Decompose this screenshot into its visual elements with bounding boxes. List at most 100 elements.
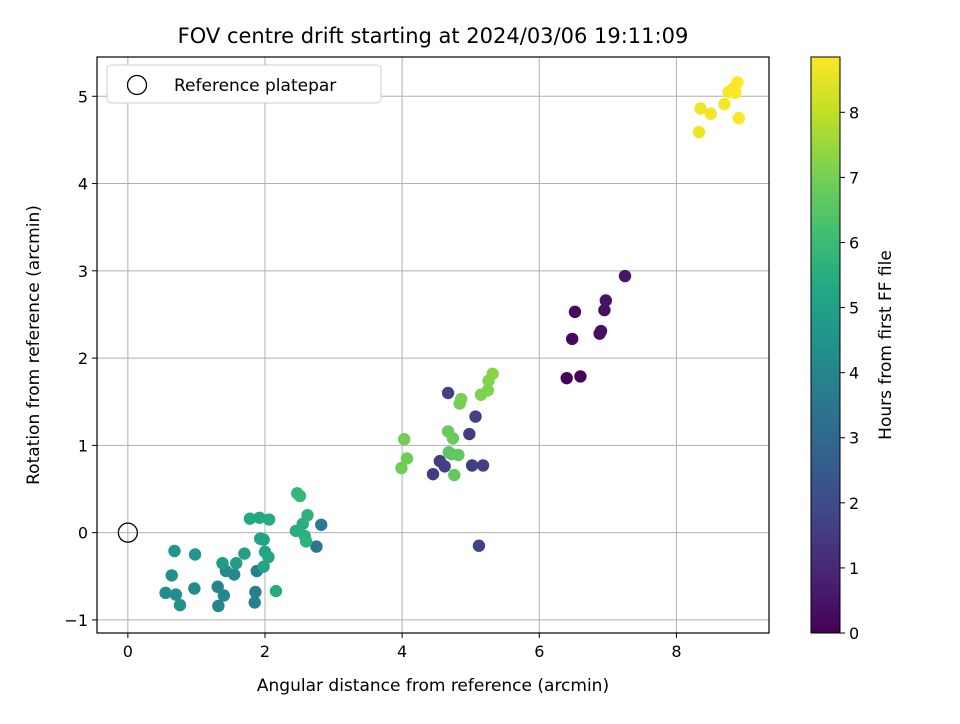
data-point: [486, 367, 499, 380]
colorbar-tick-label: 7: [849, 168, 859, 187]
y-tick-label: 4: [78, 175, 88, 194]
data-point: [188, 582, 201, 595]
y-tick-label: 3: [78, 262, 88, 281]
data-point: [452, 448, 465, 462]
data-point: [315, 518, 328, 531]
data-points: [117, 76, 746, 613]
data-point: [732, 111, 746, 125]
data-point: [454, 392, 468, 406]
data-point: [211, 580, 224, 593]
data-point: [594, 324, 608, 338]
legend-label: Reference platepar: [174, 76, 336, 96]
data-point: [718, 97, 731, 111]
data-point: [249, 585, 262, 599]
data-point: [692, 125, 706, 139]
colorbar: 0 1 2 3 4 5 6 7 8 Hours from first FF file: [810, 56, 896, 643]
colorbar-tick-label: 4: [849, 364, 859, 383]
data-point: [293, 489, 307, 503]
x-tick-label: 0: [123, 642, 133, 661]
data-point: [217, 589, 231, 602]
data-point: [248, 596, 261, 609]
colorbar-tick-label: 2: [849, 494, 859, 513]
y-tick-label: 5: [78, 87, 88, 106]
data-point: [566, 332, 579, 346]
data-point: [257, 533, 270, 546]
colorbar-tick-label: 8: [849, 103, 859, 122]
data-point: [165, 569, 178, 582]
colorbar-tick-label: 0: [849, 624, 859, 643]
data-point: [704, 107, 717, 120]
legend-box: [106, 64, 382, 104]
colorbar-ticks: 0 1 2 3 4 5 6 7 8: [840, 103, 859, 643]
reference-point-marker: [117, 522, 139, 543]
data-point: [395, 461, 408, 475]
y-tick-label: 1: [78, 436, 88, 455]
data-point: [469, 410, 482, 423]
data-point: [243, 512, 257, 525]
colorbar-tick-label: 6: [849, 233, 859, 252]
colorbar-tick-label: 5: [849, 299, 859, 318]
data-point: [598, 303, 611, 317]
y-tick-label: 2: [78, 349, 88, 368]
data-point: [216, 556, 229, 570]
data-point: [400, 452, 414, 465]
x-tick-label: 8: [671, 642, 681, 661]
data-point: [560, 371, 573, 385]
chart-title: FOV centre drift starting at 2024/03/06 …: [178, 24, 689, 48]
data-point: [310, 540, 323, 553]
y-tick-label: 0: [78, 524, 88, 543]
data-point: [159, 586, 172, 600]
data-point: [599, 294, 612, 307]
data-point: [472, 539, 486, 552]
data-point: [262, 513, 276, 526]
data-point: [212, 599, 225, 613]
data-point: [257, 560, 270, 573]
x-tick-label: 2: [260, 642, 270, 661]
data-point: [227, 568, 241, 581]
x-axis-ticks: 0 2 4 6 8: [123, 633, 682, 661]
data-point: [463, 427, 476, 441]
plot-frame: [96, 56, 770, 634]
data-point: [438, 460, 451, 473]
data-point: [253, 511, 266, 524]
legend-marker: [126, 74, 148, 96]
data-point: [441, 386, 455, 400]
data-point: [398, 433, 411, 446]
colorbar-tick-label: 3: [849, 429, 859, 448]
data-point: [188, 548, 202, 561]
data-point: [729, 86, 742, 99]
data-point: [694, 102, 707, 115]
data-point: [568, 305, 582, 319]
legend: Reference platepar: [106, 64, 382, 104]
data-point: [269, 584, 283, 598]
data-point: [262, 550, 275, 564]
data-point: [299, 535, 313, 548]
data-point: [731, 76, 744, 89]
grid-lines: [97, 57, 769, 633]
x-tick-label: 6: [534, 642, 544, 661]
data-point: [618, 269, 632, 283]
y-tick-label: −1: [64, 611, 88, 630]
data-point: [168, 544, 181, 558]
data-point: [476, 459, 490, 472]
y-axis-ticks: −1 0 1 2 3 4 5: [64, 87, 97, 630]
data-point: [238, 547, 251, 560]
colorbar-label: Hours from first FF file: [876, 250, 896, 440]
data-point: [574, 370, 587, 383]
colorbar-tick-label: 1: [849, 559, 859, 578]
x-axis-label: Angular distance from reference (arcmin): [257, 676, 609, 696]
x-tick-label: 4: [397, 642, 407, 661]
data-point: [230, 556, 243, 570]
data-point: [173, 598, 187, 612]
colorbar-gradient: [810, 56, 841, 634]
data-point: [448, 468, 461, 482]
data-point: [446, 432, 460, 445]
data-point: [426, 467, 440, 481]
data-point: [481, 384, 495, 397]
data-point: [169, 588, 183, 601]
y-axis-label: Rotation from reference (arcmin): [24, 205, 44, 485]
data-point: [465, 459, 479, 472]
data-point: [301, 508, 314, 522]
